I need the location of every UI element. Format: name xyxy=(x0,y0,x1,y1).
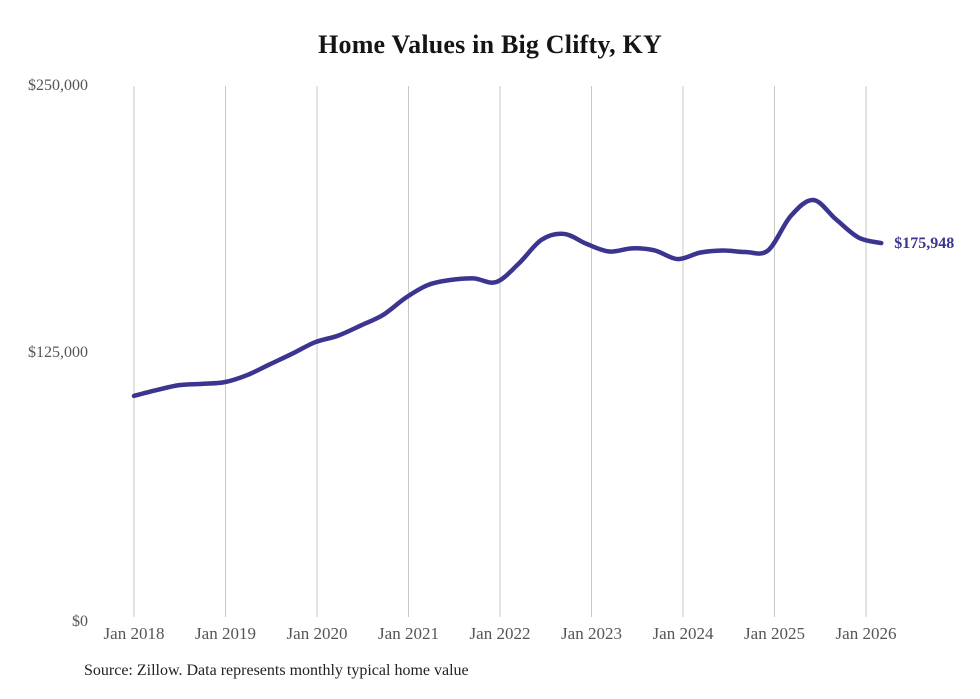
gridlines xyxy=(133,86,867,617)
ytick-label-125000: $125,000 xyxy=(28,344,88,361)
x-axis-tick-labels: Jan 2018 Jan 2019 Jan 2020 Jan 2021 Jan … xyxy=(104,624,897,643)
xtick-label-jan-2022: Jan 2022 xyxy=(470,624,531,643)
series-line-typical-home-value xyxy=(131,197,884,399)
ytick-label-0: $0 xyxy=(72,613,88,630)
ytick-label-250000: $250,000 xyxy=(28,77,88,94)
xtick-label-jan-2020: Jan 2020 xyxy=(287,624,348,643)
source-note: Source: Zillow. Data represents monthly … xyxy=(84,662,469,679)
xtick-label-jan-2026: Jan 2026 xyxy=(836,624,897,643)
xtick-label-jan-2023: Jan 2023 xyxy=(561,624,622,643)
xtick-label-jan-2025: Jan 2025 xyxy=(744,624,805,643)
chart-title: Home Values in Big Clifty, KY xyxy=(318,30,662,59)
xtick-label-jan-2019: Jan 2019 xyxy=(195,624,256,643)
xtick-label-jan-2024: Jan 2024 xyxy=(653,624,714,643)
xtick-label-jan-2018: Jan 2018 xyxy=(104,624,165,643)
endpoint-value-label: $175,948 xyxy=(894,235,954,252)
y-axis-tick-labels: $250,000 $125,000 $0 xyxy=(28,77,88,630)
xtick-label-jan-2021: Jan 2021 xyxy=(378,624,439,643)
